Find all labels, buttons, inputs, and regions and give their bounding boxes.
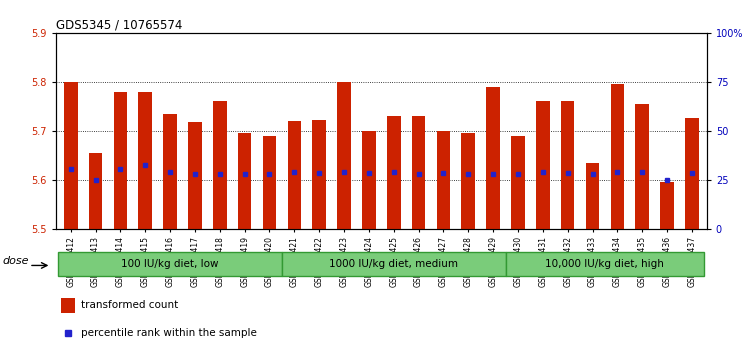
Bar xyxy=(685,118,699,229)
Bar xyxy=(263,135,276,229)
Bar xyxy=(287,121,301,229)
Bar xyxy=(138,93,152,229)
Bar xyxy=(114,93,127,229)
Bar xyxy=(461,133,475,229)
Bar xyxy=(61,298,75,313)
Bar xyxy=(64,82,77,229)
Bar xyxy=(611,84,624,229)
Bar xyxy=(411,116,426,229)
Bar xyxy=(337,82,351,229)
Text: GDS5345 / 10765574: GDS5345 / 10765574 xyxy=(56,19,182,32)
Bar xyxy=(213,101,227,229)
Bar xyxy=(586,163,600,229)
Bar xyxy=(635,104,649,229)
Bar xyxy=(505,252,705,276)
Text: 10,000 IU/kg diet, high: 10,000 IU/kg diet, high xyxy=(545,258,664,269)
Bar xyxy=(163,114,177,229)
Bar xyxy=(362,131,376,229)
Text: 1000 IU/kg diet, medium: 1000 IU/kg diet, medium xyxy=(330,258,458,269)
Bar xyxy=(89,153,103,229)
Bar xyxy=(312,120,326,229)
Bar xyxy=(282,252,505,276)
Bar xyxy=(536,101,550,229)
Bar xyxy=(437,131,450,229)
Bar xyxy=(561,101,574,229)
Bar xyxy=(387,116,400,229)
Bar xyxy=(487,87,500,229)
Bar xyxy=(238,133,251,229)
Text: transformed count: transformed count xyxy=(80,301,178,310)
Bar xyxy=(58,252,282,276)
Bar xyxy=(188,122,202,229)
Bar xyxy=(511,135,525,229)
Text: percentile rank within the sample: percentile rank within the sample xyxy=(80,328,257,338)
Text: dose: dose xyxy=(3,256,29,266)
Bar xyxy=(660,182,674,229)
Text: 100 IU/kg diet, low: 100 IU/kg diet, low xyxy=(121,258,219,269)
